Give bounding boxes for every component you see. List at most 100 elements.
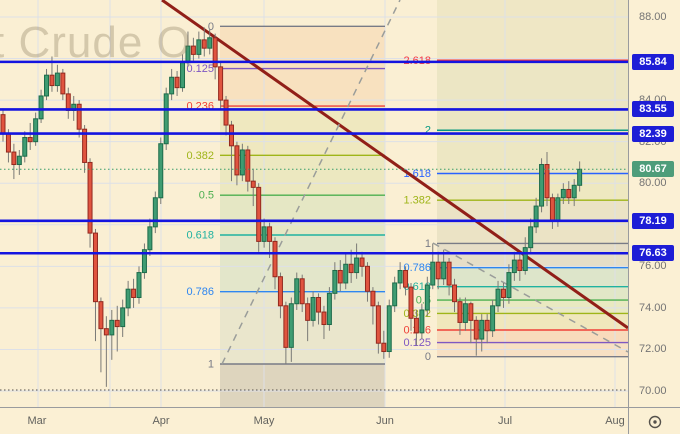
candle-body	[169, 76, 175, 95]
price-tick-label: 70.00	[639, 385, 667, 397]
circled-dot-icon[interactable]	[647, 414, 663, 430]
candle-body	[49, 74, 55, 87]
candle-body	[305, 303, 311, 321]
candle-body	[223, 99, 229, 126]
candle-body	[452, 284, 458, 303]
candle-body	[82, 128, 88, 163]
candle-body	[207, 37, 213, 49]
candle-body	[571, 184, 577, 199]
candle-body	[267, 226, 273, 242]
price-tick-label: 88.00	[639, 11, 667, 23]
fib-level-label-0.125: 0.125	[186, 63, 214, 75]
candle-body	[435, 261, 441, 280]
candle-body	[201, 39, 207, 49]
candle-body	[92, 232, 98, 303]
candle-body	[272, 240, 278, 278]
candle-body	[321, 311, 327, 326]
candle-body	[479, 319, 485, 340]
candle-body	[354, 257, 360, 274]
fib-retracement-june-swing-zone	[437, 130, 628, 174]
candle-body	[408, 286, 414, 319]
candle-body	[577, 168, 583, 186]
price-badge: 83.55	[632, 101, 674, 118]
fib-retracement-june-swing-zone	[437, 267, 628, 287]
candle-body	[141, 249, 147, 274]
month-label: May	[253, 415, 275, 427]
candle-body	[511, 259, 517, 274]
candle-body	[566, 188, 572, 199]
candle-body	[190, 45, 196, 55]
candle-body	[218, 66, 224, 101]
price-tick-label: 72.00	[639, 343, 667, 356]
candle-body	[490, 305, 496, 332]
candle-body	[125, 288, 131, 309]
candle-body	[196, 39, 202, 55]
candle-body	[533, 205, 539, 228]
candle-body	[484, 319, 490, 332]
candle-body	[359, 257, 365, 267]
candle-body	[544, 164, 550, 199]
candle-body	[131, 288, 137, 299]
fib-retracement-june-swing-zone	[437, 60, 628, 131]
candle-body	[120, 307, 126, 328]
candle-body	[392, 282, 398, 307]
candle-body	[495, 288, 501, 307]
fib-level-label-1.382: 1.382	[403, 195, 431, 207]
candle-body	[245, 149, 251, 182]
dashed-falling-line	[432, 242, 628, 353]
candle-body	[256, 186, 262, 242]
candle-body	[87, 161, 93, 234]
candle-body	[54, 72, 60, 87]
price-tick-label: 80.00	[639, 177, 667, 190]
candle-body	[250, 180, 256, 188]
candle-body	[299, 278, 305, 305]
candle-body	[348, 263, 354, 274]
candle-body	[16, 155, 22, 166]
candle-body	[114, 319, 120, 328]
chart-canvas[interactable]: 00.1250.2360.3820.50.6180.786100.1250.23…	[0, 0, 628, 407]
candle-body	[98, 301, 104, 330]
candle-body	[337, 269, 343, 284]
fib-level-label-0.382: 0.382	[186, 150, 214, 162]
candle-body	[473, 319, 479, 340]
candle-body	[403, 269, 409, 288]
candle-body	[294, 278, 300, 305]
price-badge: 85.84	[632, 53, 674, 70]
candle-body	[555, 197, 561, 222]
candle-body	[76, 103, 82, 130]
candle-body	[109, 319, 115, 336]
fib-level-label-0.618: 0.618	[186, 230, 214, 242]
candle-body	[316, 297, 322, 313]
candle-body	[228, 124, 234, 147]
fib-retracement-april-high-zone	[220, 363, 385, 407]
fib-retracement-june-swing-zone	[437, 286, 628, 301]
time-axis[interactable]: Mar Apr May Jun Jul Aug	[0, 407, 628, 434]
fib-retracement-april-high-zone	[220, 106, 385, 156]
fib-retracement-june-swing-zone	[437, 0, 628, 61]
candle-body	[212, 37, 218, 68]
candle-body	[60, 72, 66, 95]
candle-body	[462, 303, 468, 323]
candle-body	[174, 76, 180, 89]
fib-level-label-0.125: 0.125	[403, 337, 431, 349]
candle-body	[517, 259, 523, 271]
candle-body	[506, 272, 512, 299]
fib-level-label-0.5: 0.5	[199, 190, 214, 202]
candle-body	[370, 290, 376, 307]
candle-body	[33, 118, 39, 143]
fib-level-label-1: 1	[425, 238, 431, 250]
candle-body	[180, 62, 186, 89]
candle-body	[11, 151, 17, 166]
candle-body	[430, 261, 436, 286]
candle-body	[288, 303, 294, 348]
candle-body	[277, 276, 283, 307]
candle-body	[528, 226, 534, 249]
month-label: Apr	[152, 415, 170, 427]
candle-body	[239, 149, 245, 176]
price-tick-label: 74.00	[639, 301, 667, 314]
candle-body	[539, 164, 545, 207]
descending-trendline	[161, 0, 628, 330]
price-axis[interactable]: 88.00 84.00 82.00 80.00 76.00 74.00 72.00 70.00…	[628, 0, 680, 407]
candle-body	[375, 305, 381, 344]
